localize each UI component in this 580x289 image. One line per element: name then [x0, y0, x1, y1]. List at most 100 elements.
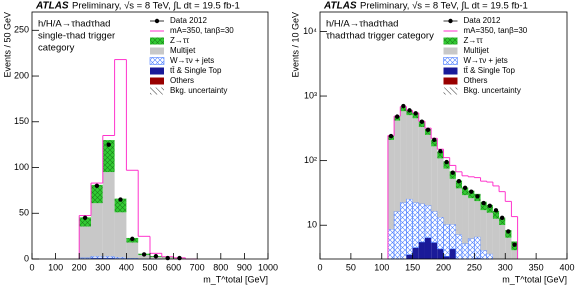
bar-segment — [449, 178, 456, 225]
x-tick-label: 100 — [48, 262, 63, 272]
data-point — [153, 254, 159, 259]
bar-segment — [412, 113, 419, 119]
bar-segment — [499, 217, 506, 225]
y-tick-label: 250 — [14, 25, 29, 35]
bar-segment — [387, 228, 395, 260]
x-tick-label: 800 — [213, 262, 228, 272]
bar-segment — [424, 134, 432, 206]
data-point — [493, 208, 499, 213]
bar-segment — [480, 201, 487, 211]
bar-segment — [437, 151, 444, 159]
legend-label: mA=350, tanβ=30 — [170, 26, 234, 35]
x-tick-label: 300 — [95, 262, 110, 272]
x-tick-label: 350 — [529, 262, 544, 272]
data-point — [413, 111, 418, 116]
legend-label: Others — [464, 76, 488, 85]
bar-segment — [437, 248, 444, 259]
legend-label: Bkg. uncertainty — [170, 86, 227, 95]
bar-segment — [431, 139, 438, 147]
bar-segment — [431, 242, 438, 259]
bar-segment — [511, 250, 518, 259]
legend-label: Bkg. uncertainty — [464, 86, 521, 95]
annotation: category — [38, 43, 75, 54]
data-point — [444, 159, 449, 165]
data-point — [141, 252, 147, 257]
y-tick-label: 10² — [304, 155, 317, 165]
x-tick-label: 400 — [559, 262, 574, 272]
x-tick-label: 200 — [72, 262, 87, 272]
bar-segment — [480, 210, 487, 251]
data-point — [94, 183, 100, 189]
bar-segment — [102, 140, 115, 173]
bar-segment — [424, 204, 432, 239]
bar-segment — [443, 168, 450, 225]
bar-segment — [486, 253, 494, 260]
y-tick-label: 10 — [307, 220, 317, 230]
bar-segment — [399, 202, 407, 260]
data-point — [407, 108, 412, 113]
x-tick-label: 400 — [119, 262, 134, 272]
data-point — [118, 197, 123, 202]
legend-swatch — [443, 47, 458, 55]
bar-segment — [468, 198, 475, 239]
x-tick-label: 200 — [436, 262, 451, 272]
bar-segment — [412, 118, 419, 203]
data-point — [106, 142, 111, 147]
bar-segment — [492, 211, 500, 219]
x-tick-label: 0 — [29, 262, 34, 272]
legend-swatch — [150, 77, 164, 85]
x-tick-label: 300 — [498, 262, 513, 272]
data-point — [462, 185, 468, 190]
bar-segment — [443, 256, 450, 259]
y-tick-label: 10³ — [304, 90, 317, 100]
bar-segment — [474, 236, 481, 259]
bar-segment — [474, 258, 481, 259]
bar-segment — [486, 204, 493, 213]
legend-swatch — [443, 57, 458, 65]
legend-swatch — [154, 18, 160, 24]
data-point — [130, 236, 135, 242]
bar-segment — [418, 241, 425, 259]
y-axis-label: Events / 50 GeV — [2, 12, 12, 78]
bar-segment — [406, 115, 413, 199]
bar-segment — [455, 188, 463, 235]
bar-segment — [437, 216, 444, 250]
data-point — [165, 255, 170, 261]
data-point — [394, 114, 400, 119]
bar-segment — [393, 211, 401, 260]
data-point — [469, 189, 474, 194]
y-tick-label: 150 — [14, 116, 29, 126]
bar-segment — [505, 237, 512, 259]
bar-segment — [449, 248, 456, 259]
bar-segment — [505, 230, 512, 238]
x-tick-label: 700 — [190, 262, 205, 272]
legend-label: Z→ττ — [170, 36, 190, 45]
x-tick-label: 150 — [405, 262, 420, 272]
bar-segment — [91, 203, 103, 257]
legend-swatch — [443, 67, 458, 75]
legend-label: Others — [170, 76, 194, 85]
x-tick-label: 250 — [467, 262, 482, 272]
bar-segment — [114, 256, 127, 259]
bar-segment — [78, 257, 92, 259]
data-point — [438, 148, 443, 154]
data-point — [475, 194, 480, 199]
bar-segment — [406, 110, 413, 116]
y-tick-label: 200 — [14, 70, 29, 80]
bar-segment — [412, 247, 419, 259]
data-point — [432, 137, 437, 143]
legend-label: W→τν + jets — [170, 56, 214, 65]
bar-segment — [462, 187, 469, 196]
chart-title: Preliminary, √s = 8 TeV, ∫L dt = 19.5 fb… — [72, 1, 240, 12]
bar-segment — [138, 255, 150, 259]
bar-segment — [418, 127, 425, 204]
bar-segment — [424, 237, 432, 259]
y-tick-label: 100 — [14, 162, 29, 172]
bar-segment — [492, 218, 500, 259]
bar-segment — [102, 258, 115, 259]
legend-swatch — [150, 37, 164, 45]
data-point — [512, 242, 517, 247]
bar-segment — [406, 254, 413, 259]
legend-swatch — [443, 37, 458, 45]
legend-label: Data 2012 — [464, 16, 501, 25]
